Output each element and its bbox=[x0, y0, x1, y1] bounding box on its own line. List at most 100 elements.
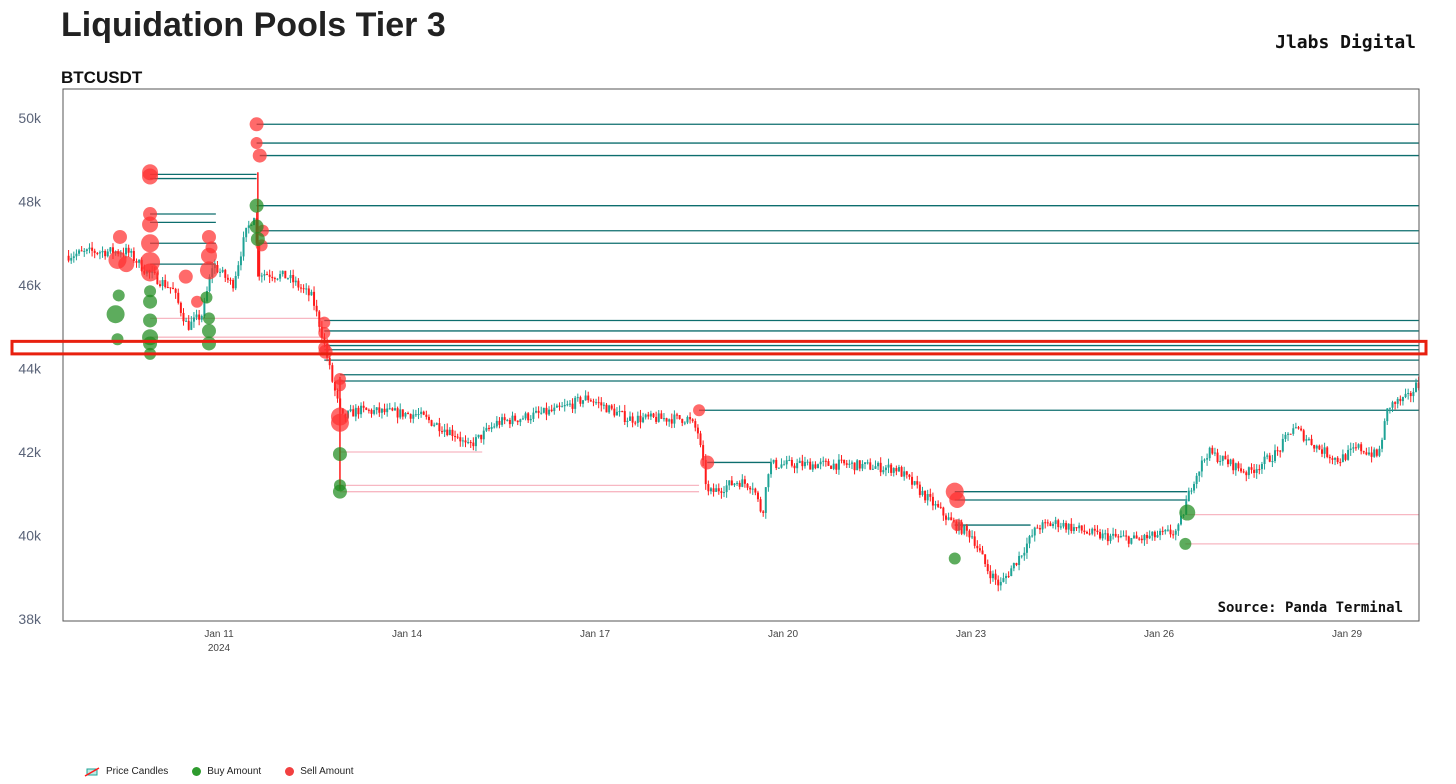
candle-body bbox=[884, 467, 887, 471]
candle-body bbox=[192, 317, 195, 322]
x-tick-label: Jan 14 bbox=[392, 629, 422, 640]
candle-body bbox=[1268, 455, 1271, 462]
candle-body bbox=[508, 419, 511, 425]
candle-body bbox=[754, 488, 757, 493]
candle-body bbox=[289, 275, 292, 279]
candle-body bbox=[1292, 428, 1295, 434]
candle-body bbox=[555, 405, 558, 408]
candle-body bbox=[1336, 457, 1339, 463]
candle-body bbox=[1216, 452, 1219, 462]
candle-body bbox=[709, 488, 712, 492]
candle-body bbox=[401, 409, 404, 417]
candle-body bbox=[803, 462, 806, 467]
legend-price-candles[interactable]: Price Candles bbox=[84, 766, 168, 777]
candle-body bbox=[417, 414, 420, 416]
candle-body bbox=[1065, 523, 1068, 530]
candle-body bbox=[172, 287, 175, 290]
candle-body bbox=[281, 270, 284, 275]
candle-body bbox=[85, 249, 88, 251]
candle-body bbox=[1161, 530, 1164, 532]
candle-body bbox=[284, 270, 287, 279]
candle-body bbox=[1072, 527, 1075, 532]
candle-body bbox=[1200, 460, 1203, 472]
candle-body bbox=[986, 564, 989, 572]
candle-body bbox=[908, 474, 911, 477]
candle-body bbox=[1166, 529, 1169, 531]
x-tick-sublabel: 2024 bbox=[208, 643, 231, 654]
candle-body bbox=[443, 429, 446, 433]
sell-amount-bubble bbox=[318, 327, 331, 340]
candle-body bbox=[608, 405, 611, 413]
candle-body bbox=[467, 442, 470, 444]
candle-body bbox=[950, 517, 953, 521]
candle-body bbox=[704, 460, 707, 485]
candle-body bbox=[660, 413, 663, 419]
candle-body bbox=[1049, 523, 1052, 527]
candle-body bbox=[681, 418, 684, 423]
candle-body bbox=[991, 573, 994, 579]
x-tick-label: Jan 20 bbox=[768, 629, 798, 640]
candle-body bbox=[425, 414, 428, 417]
candle-body bbox=[566, 404, 569, 406]
candle-body bbox=[918, 484, 921, 495]
x-tick-label: Jan 11 bbox=[204, 629, 234, 640]
candle-body bbox=[1036, 527, 1039, 529]
candle-body bbox=[1106, 533, 1109, 542]
sell-amount-bubble bbox=[318, 316, 331, 329]
candle-body bbox=[584, 395, 587, 401]
candle-body bbox=[937, 504, 940, 507]
candle-body bbox=[639, 415, 642, 423]
x-tick-label: Jan 29 bbox=[1332, 629, 1362, 640]
candle-body bbox=[1117, 536, 1120, 538]
candle-body bbox=[571, 403, 574, 409]
candle-body bbox=[1258, 469, 1261, 471]
candle-body bbox=[1287, 433, 1290, 435]
candle-body bbox=[861, 463, 864, 469]
candle-body bbox=[845, 463, 848, 465]
candle-body bbox=[72, 256, 75, 258]
candle-body bbox=[1130, 538, 1133, 544]
candle-body bbox=[373, 410, 376, 414]
candle-body bbox=[263, 274, 266, 276]
candle-body bbox=[673, 414, 676, 424]
candle-body bbox=[1409, 392, 1412, 397]
sell-amount-bubble bbox=[330, 413, 349, 432]
candle-body bbox=[655, 416, 658, 422]
candle-body bbox=[1156, 535, 1159, 538]
candle-body bbox=[1260, 463, 1263, 470]
buy-amount-bubble bbox=[1179, 504, 1196, 521]
candle-body bbox=[166, 287, 169, 289]
candle-body bbox=[1247, 467, 1250, 476]
candle-body bbox=[751, 488, 754, 490]
candle-icon bbox=[84, 766, 100, 777]
candle-body bbox=[96, 252, 99, 254]
legend-sell-amount[interactable]: Sell Amount bbox=[285, 766, 354, 777]
candle-body bbox=[169, 287, 172, 289]
candle-body bbox=[501, 417, 504, 425]
candle-body bbox=[576, 397, 579, 399]
candle-body bbox=[477, 434, 480, 438]
candle-body bbox=[1028, 536, 1031, 544]
candle-body bbox=[1198, 471, 1201, 476]
candle-body bbox=[837, 459, 840, 470]
candle-body bbox=[717, 488, 720, 492]
candle-body bbox=[456, 436, 459, 438]
candle-body bbox=[1159, 530, 1162, 536]
sell-amount-bubble bbox=[191, 295, 204, 308]
candle-body bbox=[1041, 522, 1044, 530]
candle-body bbox=[1164, 529, 1167, 532]
candle-body bbox=[600, 402, 603, 406]
candle-body bbox=[762, 511, 765, 513]
candle-body bbox=[524, 413, 527, 419]
candle-body bbox=[266, 274, 269, 276]
candle-body bbox=[913, 481, 916, 485]
candle-body bbox=[391, 408, 394, 411]
legend-buy-amount[interactable]: Buy Amount bbox=[192, 766, 261, 777]
candle-body bbox=[1125, 535, 1128, 537]
candle-body bbox=[1412, 391, 1415, 397]
candle-body bbox=[1414, 382, 1417, 392]
candle-body bbox=[793, 465, 796, 469]
candle-body bbox=[488, 427, 491, 429]
candle-body bbox=[1015, 563, 1018, 566]
candle-body bbox=[179, 302, 182, 313]
